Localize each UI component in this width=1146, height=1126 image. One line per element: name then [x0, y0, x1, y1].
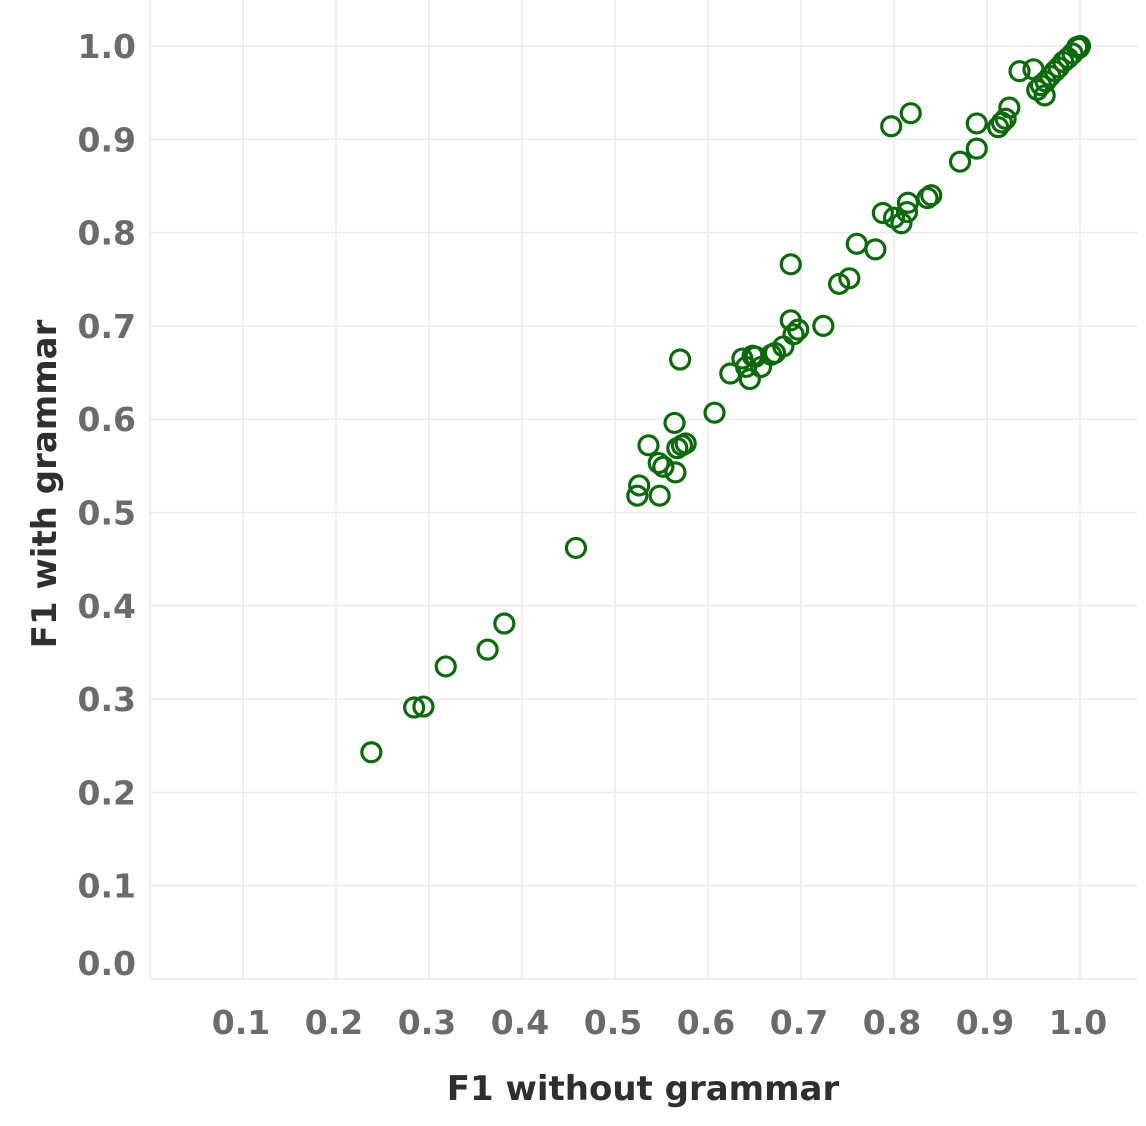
data-point [434, 655, 457, 678]
data-point [652, 455, 675, 478]
data-point [738, 367, 761, 391]
data-point [674, 432, 697, 455]
data-point [880, 115, 903, 138]
data-point [360, 741, 383, 764]
data-point [998, 96, 1021, 119]
data-point [779, 253, 802, 276]
y-tick-label: 1.0 [78, 27, 136, 66]
data-point [864, 238, 887, 261]
data-point [916, 186, 939, 210]
data-point [812, 314, 835, 337]
data-points [360, 34, 1092, 764]
x-tick-label: 0.6 [677, 1003, 735, 1042]
data-point [403, 696, 426, 719]
data-point [871, 201, 894, 225]
data-point [648, 484, 671, 507]
data-point [965, 137, 988, 160]
x-tick-label: 0.3 [398, 1003, 456, 1042]
x-tick-label: 1.0 [1049, 1003, 1107, 1042]
data-point [663, 411, 686, 435]
x-tick-label: 0.2 [305, 1003, 363, 1042]
data-point [1068, 34, 1092, 58]
y-tick-label: 0.7 [78, 307, 136, 346]
y-tick-label: 0.6 [78, 400, 136, 439]
y-tick-label: 0.2 [78, 773, 136, 812]
data-point [1033, 84, 1056, 107]
data-point [994, 107, 1017, 130]
y-tick-label: 0.8 [78, 214, 136, 253]
data-point [899, 102, 922, 125]
data-point [637, 434, 660, 457]
y-tick-label: 0.1 [78, 867, 136, 906]
data-point [845, 232, 868, 255]
x-tick-label: 0.8 [863, 1003, 921, 1042]
data-point [493, 612, 516, 635]
y-tick-label: 0.0 [78, 944, 136, 983]
data-point [890, 212, 913, 235]
data-point [564, 536, 588, 560]
x-tick-label: 0.9 [956, 1003, 1014, 1042]
data-point [920, 184, 943, 207]
data-point [965, 112, 988, 135]
x-tick-label: 0.1 [212, 1003, 270, 1042]
x-tick-label: 0.4 [491, 1003, 549, 1042]
y-tick-label: 0.9 [78, 120, 136, 159]
data-point [703, 401, 726, 424]
data-point [1008, 60, 1031, 83]
data-point [782, 323, 805, 346]
y-axis-title: F1 with grammar [25, 319, 65, 648]
data-point [628, 474, 651, 497]
data-point [787, 318, 810, 341]
data-point [948, 150, 972, 173]
data-point [647, 451, 670, 475]
y-tick-label: 0.5 [78, 494, 136, 533]
x-tick-label: 0.5 [584, 1003, 642, 1042]
x-tick-label: 0.7 [770, 1003, 828, 1042]
data-point [626, 484, 649, 507]
data-point [668, 348, 692, 371]
data-point [476, 638, 499, 661]
x-axis-title: F1 without grammar [447, 1069, 840, 1109]
grid [149, 0, 1138, 980]
x-axis-ticks: 0.1 0.2 0.3 0.4 0.5 0.6 0.7 0.8 0.9 1.0 [212, 1003, 1107, 1042]
y-axis-ticks: 0.0 0.1 0.2 0.3 0.4 0.5 0.6 0.7 0.8 0.9 1.0 [78, 27, 136, 983]
y-tick-label: 0.4 [78, 587, 136, 626]
y-tick-label: 0.3 [78, 680, 136, 719]
data-point [838, 267, 861, 290]
data-point [895, 200, 919, 224]
data-point [664, 461, 687, 484]
data-point [412, 695, 435, 718]
